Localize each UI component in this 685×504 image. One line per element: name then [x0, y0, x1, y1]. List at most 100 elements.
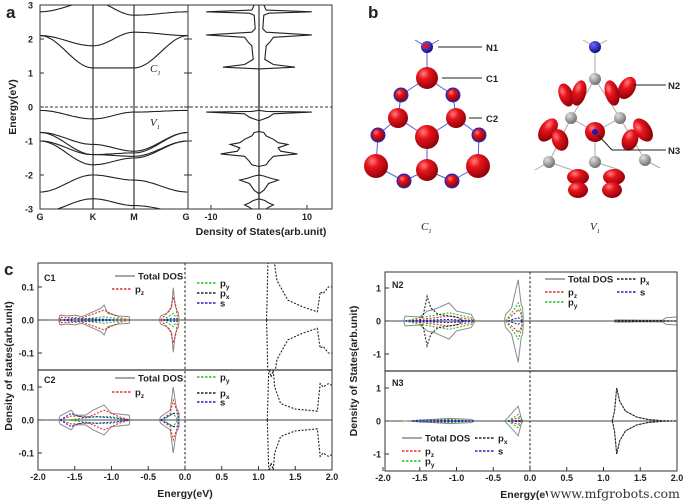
- series-py-up: [67, 416, 127, 421]
- label-c2: C2: [486, 114, 498, 125]
- legend-label-sub: x: [226, 294, 230, 301]
- legend-label: Total DOS: [138, 374, 183, 385]
- series-pz-up: [160, 398, 179, 421]
- series-px-up: [419, 294, 465, 322]
- series-s-down: [412, 420, 475, 423]
- band-line-4: [40, 131, 189, 152]
- isosurface-lobe: [473, 129, 485, 141]
- legend-label: s: [220, 299, 225, 310]
- legend-label-sub: y: [226, 378, 230, 385]
- series-s-up: [405, 318, 475, 322]
- series-py-up: [505, 301, 524, 322]
- isosurface-lobe: [395, 89, 407, 101]
- legend-label-sub: x: [504, 439, 508, 446]
- isosurface-lobe: [551, 129, 569, 151]
- charge-density-panel: N1 C1 C2 N2 N3 C1 V1: [364, 39, 680, 235]
- x-tick-label: -1.5: [412, 473, 428, 483]
- isosurface-lobe: [633, 118, 653, 142]
- subplot-label-N3: N3: [392, 378, 404, 388]
- band-line-9: [55, 198, 164, 209]
- plot-area: [40, 5, 312, 209]
- isosurface-lobe: [466, 154, 490, 178]
- series-px-down: [266, 419, 332, 470]
- series-px-up: [266, 370, 332, 421]
- legend-label-main: p: [135, 285, 141, 296]
- band-line-1: [40, 31, 188, 47]
- y-tick-label: 1: [376, 384, 381, 394]
- isosurface-lobe: [447, 89, 459, 101]
- legend-label-main: p: [135, 388, 141, 399]
- legend-label: py: [568, 298, 578, 311]
- series-py-down: [507, 420, 524, 429]
- x-tick-label: -1.0: [104, 472, 120, 482]
- x-tick-label: 0.0: [179, 472, 192, 482]
- series-px-up: [266, 263, 269, 321]
- series-pz-down: [160, 319, 179, 346]
- band-line-3: [40, 109, 188, 120]
- legend-label-main: p: [640, 275, 646, 286]
- series-py-down: [162, 419, 179, 428]
- legend-label: s: [640, 288, 645, 299]
- x-tick-label: -2.0: [375, 473, 391, 483]
- y-axis-label: Energy(eV): [7, 79, 19, 134]
- series-s-down: [405, 320, 475, 324]
- y-tick-label: -0.1: [18, 349, 34, 359]
- k-point-label-K: K: [90, 212, 97, 222]
- legend-label: Total DOS: [425, 434, 470, 445]
- series-s-up: [507, 317, 523, 322]
- band-structure-and-dos-panel: Energy(eV) Density of States(arb.unit) C…: [7, 1, 333, 238]
- y-tick-label: 0.0: [21, 416, 34, 426]
- y-tick-label: 3: [28, 1, 33, 11]
- x-tick-label: 1.5: [289, 472, 302, 482]
- series-pz-down: [59, 319, 131, 331]
- x-tick-label: 0.0: [524, 473, 537, 483]
- isosurface-lobe: [423, 43, 429, 49]
- dos-x-tick-label: 10: [302, 212, 312, 222]
- subplot-label-N2: N2: [392, 280, 404, 290]
- band-line-0: [40, 5, 188, 16]
- y-tick-label: 0.0: [21, 316, 34, 326]
- legend-label: px: [220, 289, 230, 302]
- series-px-down: [614, 320, 677, 323]
- isosurface-lobe: [415, 125, 439, 149]
- legend-label-main: p: [220, 373, 226, 384]
- annotation-v1: V1: [150, 117, 160, 131]
- band-line-6: [40, 140, 189, 157]
- isosurface-lobe: [617, 76, 637, 100]
- annotation-c1: C1: [150, 63, 161, 77]
- series-py-up: [507, 413, 524, 422]
- legend-label-sub: z: [141, 393, 145, 400]
- series-total-dos-down: [403, 320, 476, 340]
- isosurface-lobe: [603, 169, 625, 185]
- subplot-C1: [38, 263, 332, 370]
- carbon-atom: [589, 156, 601, 168]
- subplot-label-C2: C2: [44, 375, 56, 385]
- series-pz-down: [160, 419, 179, 442]
- legend-label-sub: x: [646, 280, 650, 287]
- legend-label-main: p: [425, 447, 431, 458]
- isosurface-lobe: [416, 67, 438, 89]
- legend-label: pz: [425, 447, 435, 460]
- series-py-up: [162, 312, 179, 321]
- y-tick-label: 0.1: [21, 283, 34, 293]
- y-tick-label: -0.1: [18, 449, 34, 459]
- series-px-down: [274, 327, 332, 370]
- isosurface-lobe: [602, 182, 622, 198]
- subplot-label-C1: C1: [44, 273, 56, 283]
- x-tick-label: 0.5: [560, 473, 573, 483]
- dos-curve-positive: [258, 5, 312, 209]
- legend-label-main: p: [568, 288, 574, 299]
- series-total-dos-down: [158, 419, 180, 454]
- nitrogen-atom-n3: [592, 129, 598, 135]
- legend-label-main: p: [220, 279, 226, 290]
- panel-label-c: c: [4, 260, 13, 279]
- series-total-dos-down: [614, 321, 677, 326]
- label-n3: N3: [668, 146, 680, 157]
- x-axis-label-right: Energy(eV): [500, 489, 555, 501]
- y-tick-label: -1: [373, 450, 381, 460]
- legend-label-sub: z: [431, 452, 435, 459]
- series-py-down: [505, 320, 524, 341]
- series-s-down: [59, 319, 119, 322]
- watermark: www.mfgrobots.com: [550, 486, 680, 501]
